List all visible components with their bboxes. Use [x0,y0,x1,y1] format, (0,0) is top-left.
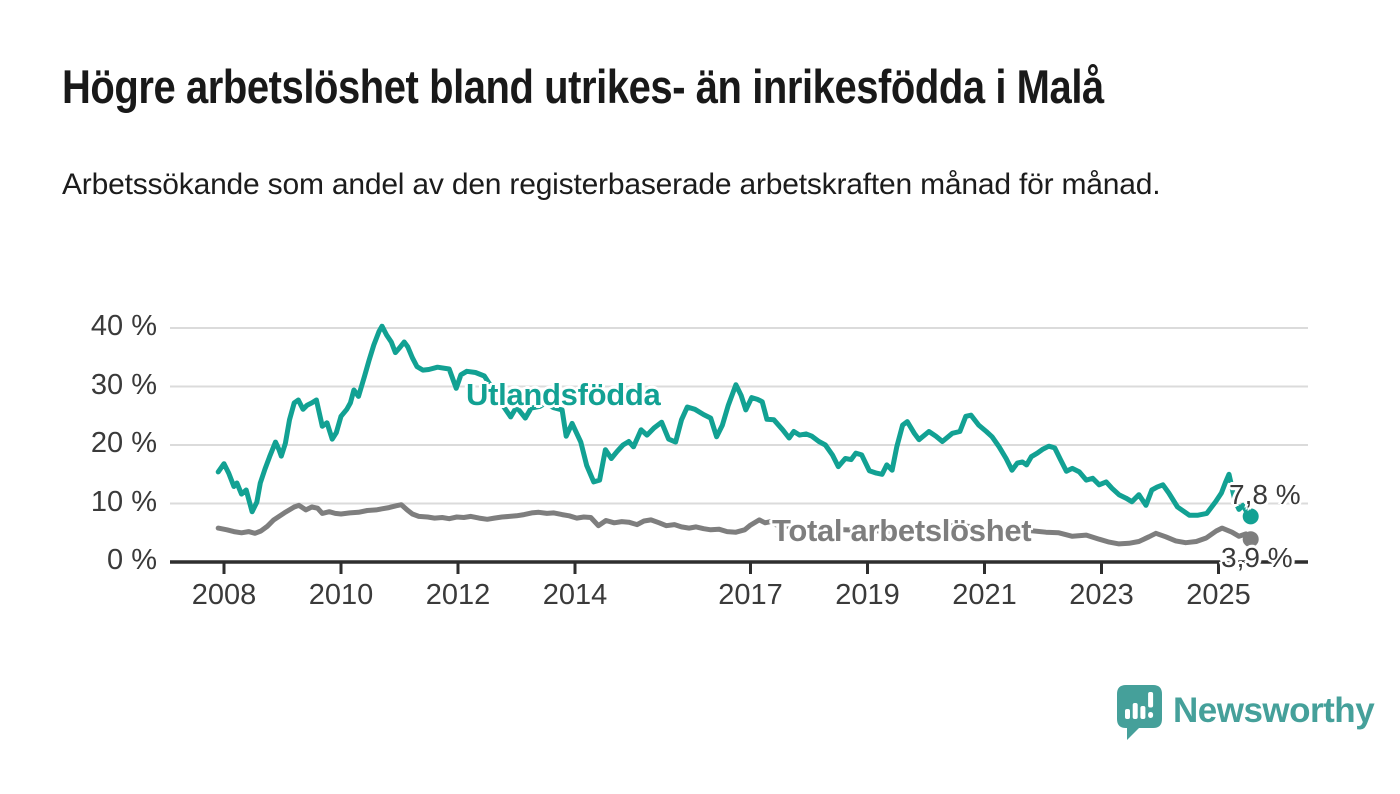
newsworthy-logo: Newsworthy [1116,684,1375,742]
x-axis-label: 2023 [1069,579,1134,611]
x-axis-label: 2014 [542,579,608,611]
page-title: Högre arbetslöshet bland utrikes- än inr… [62,60,1104,113]
x-axis-label: 2021 [952,579,1017,611]
series-line-utlandsf-dda [215,323,1254,519]
y-axis-label: 30 % [90,368,157,401]
end-value-label-total: 3,9 % [1221,542,1293,573]
x-axis-label: 2010 [308,579,374,611]
newsworthy-logo-text: Newsworthy [1173,690,1375,730]
x-axis-label: 2025 [1186,579,1251,611]
x-axis-label: 2019 [835,579,900,611]
series-end-dot [1242,508,1259,525]
y-axis-label: 10 % [90,485,157,518]
series-line-total-arbetsl-shet [215,502,1254,547]
page-subtitle: Arbetssökande som andel av den registerb… [62,168,1161,201]
series-end-dot [1242,531,1259,548]
newsworthy-logo-icon [1117,685,1162,740]
end-value-label-utlandsfodda: 7,8 % [1229,479,1301,510]
y-axis-label: 20 % [90,426,157,459]
series-label-total-arbetsloshet: Total arbetslöshet [772,513,1032,548]
x-axis-label: 2012 [425,579,491,611]
y-axis-label: 40 % [90,309,157,342]
series-label-utlandsfodda: Utlandsfödda [466,377,661,412]
x-axis-label: 2008 [191,579,257,611]
x-axis-label: 2017 [718,579,783,611]
y-axis-label: 0 % [107,543,157,576]
